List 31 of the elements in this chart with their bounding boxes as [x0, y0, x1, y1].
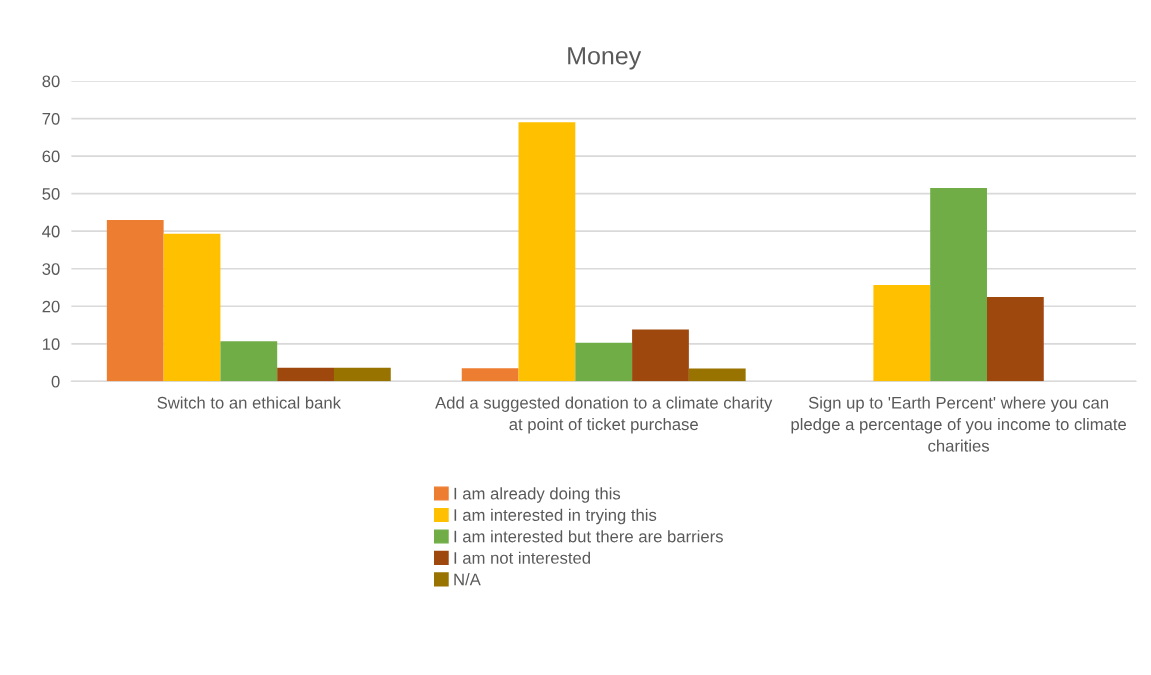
bar — [333, 367, 391, 382]
y-tick-label: 40 — [42, 225, 60, 238]
y-tick-label: 10 — [42, 338, 60, 351]
bar — [277, 367, 334, 382]
x-tick-label: Switch to an ethical bank — [157, 396, 342, 409]
bar — [575, 342, 633, 382]
bar — [632, 329, 689, 382]
y-tick-label: 60 — [42, 150, 60, 163]
legend-label: I am already doing this — [454, 487, 621, 503]
bar — [688, 368, 746, 382]
bar — [873, 284, 931, 382]
x-tick-label: Sign up to 'Earth Percent' where you can pledge a percentage of you income to climate charities — [791, 396, 1127, 452]
legend-label: I am interested in trying this — [454, 508, 657, 525]
y-tick-label: 0 — [51, 375, 60, 388]
bar — [220, 341, 278, 382]
y-tick-label: 30 — [42, 263, 60, 275]
legend-label: I am not interested — [454, 551, 590, 564]
y-tick-label: 20 — [42, 300, 60, 313]
bar — [106, 219, 164, 382]
chart-title: Money — [568, 47, 642, 70]
legend-label: N/A — [454, 573, 481, 586]
y-tick-label: 80 — [42, 75, 60, 88]
legend-label: I am interested but there are barriers — [454, 530, 723, 543]
bar — [163, 233, 221, 382]
bar — [930, 188, 987, 382]
y-tick-label: 70 — [42, 112, 60, 125]
bar — [461, 368, 519, 382]
y-tick-label: 50 — [42, 188, 60, 200]
bar — [986, 296, 1044, 382]
bar — [518, 122, 576, 382]
x-tick-label: Add a suggested donation to a climate charity at point of ticket purchase — [435, 396, 773, 434]
